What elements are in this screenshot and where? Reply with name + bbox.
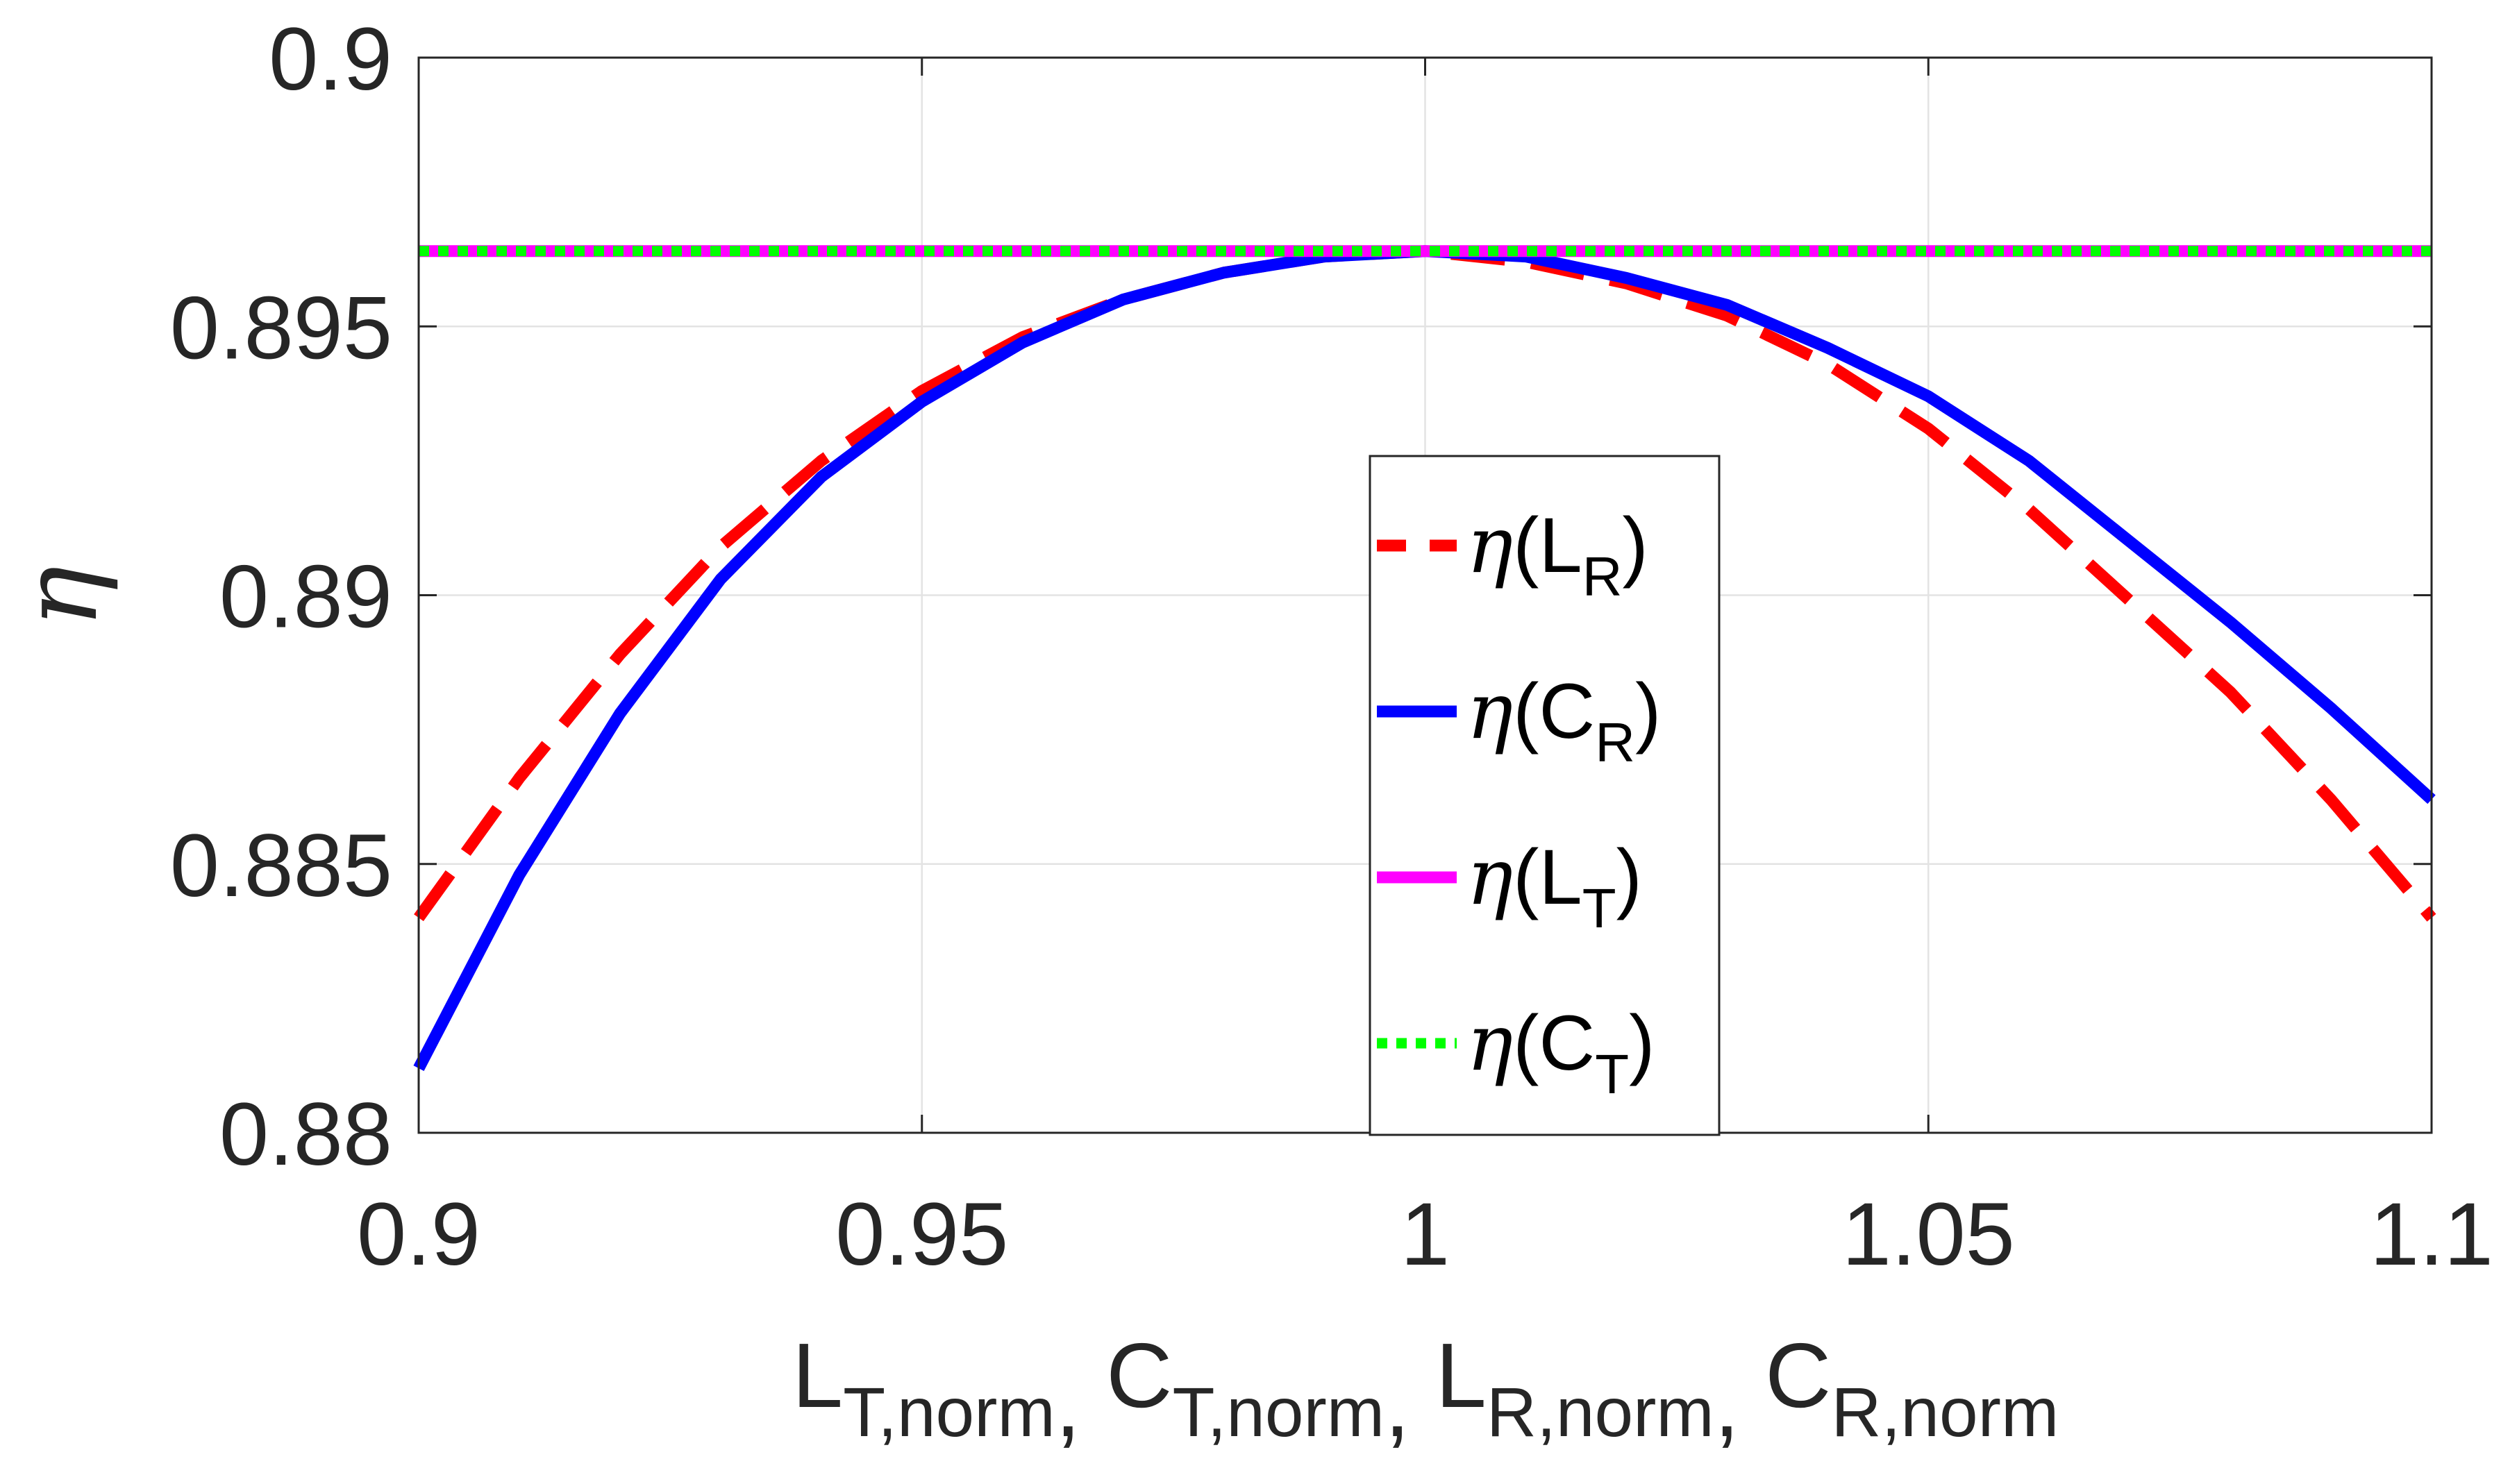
axis-labels: η LT,norm, CT,norm, LR,norm, CR,norm (0, 566, 2059, 1456)
x-tick-label: 1 (1400, 1185, 1450, 1284)
axis-ticks: 0.9 0.95 1 1.05 1.1 0.88 0.885 0.89 0.895 0.9 (170, 10, 2493, 1284)
legend-box (1369, 455, 1721, 1136)
series-lines (413, 245, 2436, 1072)
y-tick-label: 0.885 (170, 816, 392, 916)
legend-label: η(LR) (1466, 500, 1648, 607)
y-tick-label: 0.88 (219, 1085, 392, 1184)
y-tick-label: 0.89 (219, 548, 392, 647)
x-tick-label: 1.1 (2370, 1185, 2493, 1284)
series-line (414, 245, 2436, 922)
y-tick-label: 0.9 (269, 10, 392, 109)
legend-label: η(CR) (1466, 666, 1661, 773)
y-axis-label: η (0, 566, 121, 628)
legend-label: η(CT) (1466, 998, 1655, 1105)
y-tick-label: 0.895 (170, 278, 392, 378)
x-tick-label: 1.05 (1842, 1185, 2015, 1284)
x-axis-label: LT,norm, CT,norm, LR,norm, CR,norm (792, 1324, 2059, 1456)
x-tick-label: 0.95 (835, 1185, 1008, 1284)
legend-label: η(LT) (1466, 832, 1642, 939)
legend: η(LR) η(CR) η(LT) η(CT) (1369, 455, 1721, 1136)
x-tick-label: 0.9 (357, 1185, 480, 1284)
